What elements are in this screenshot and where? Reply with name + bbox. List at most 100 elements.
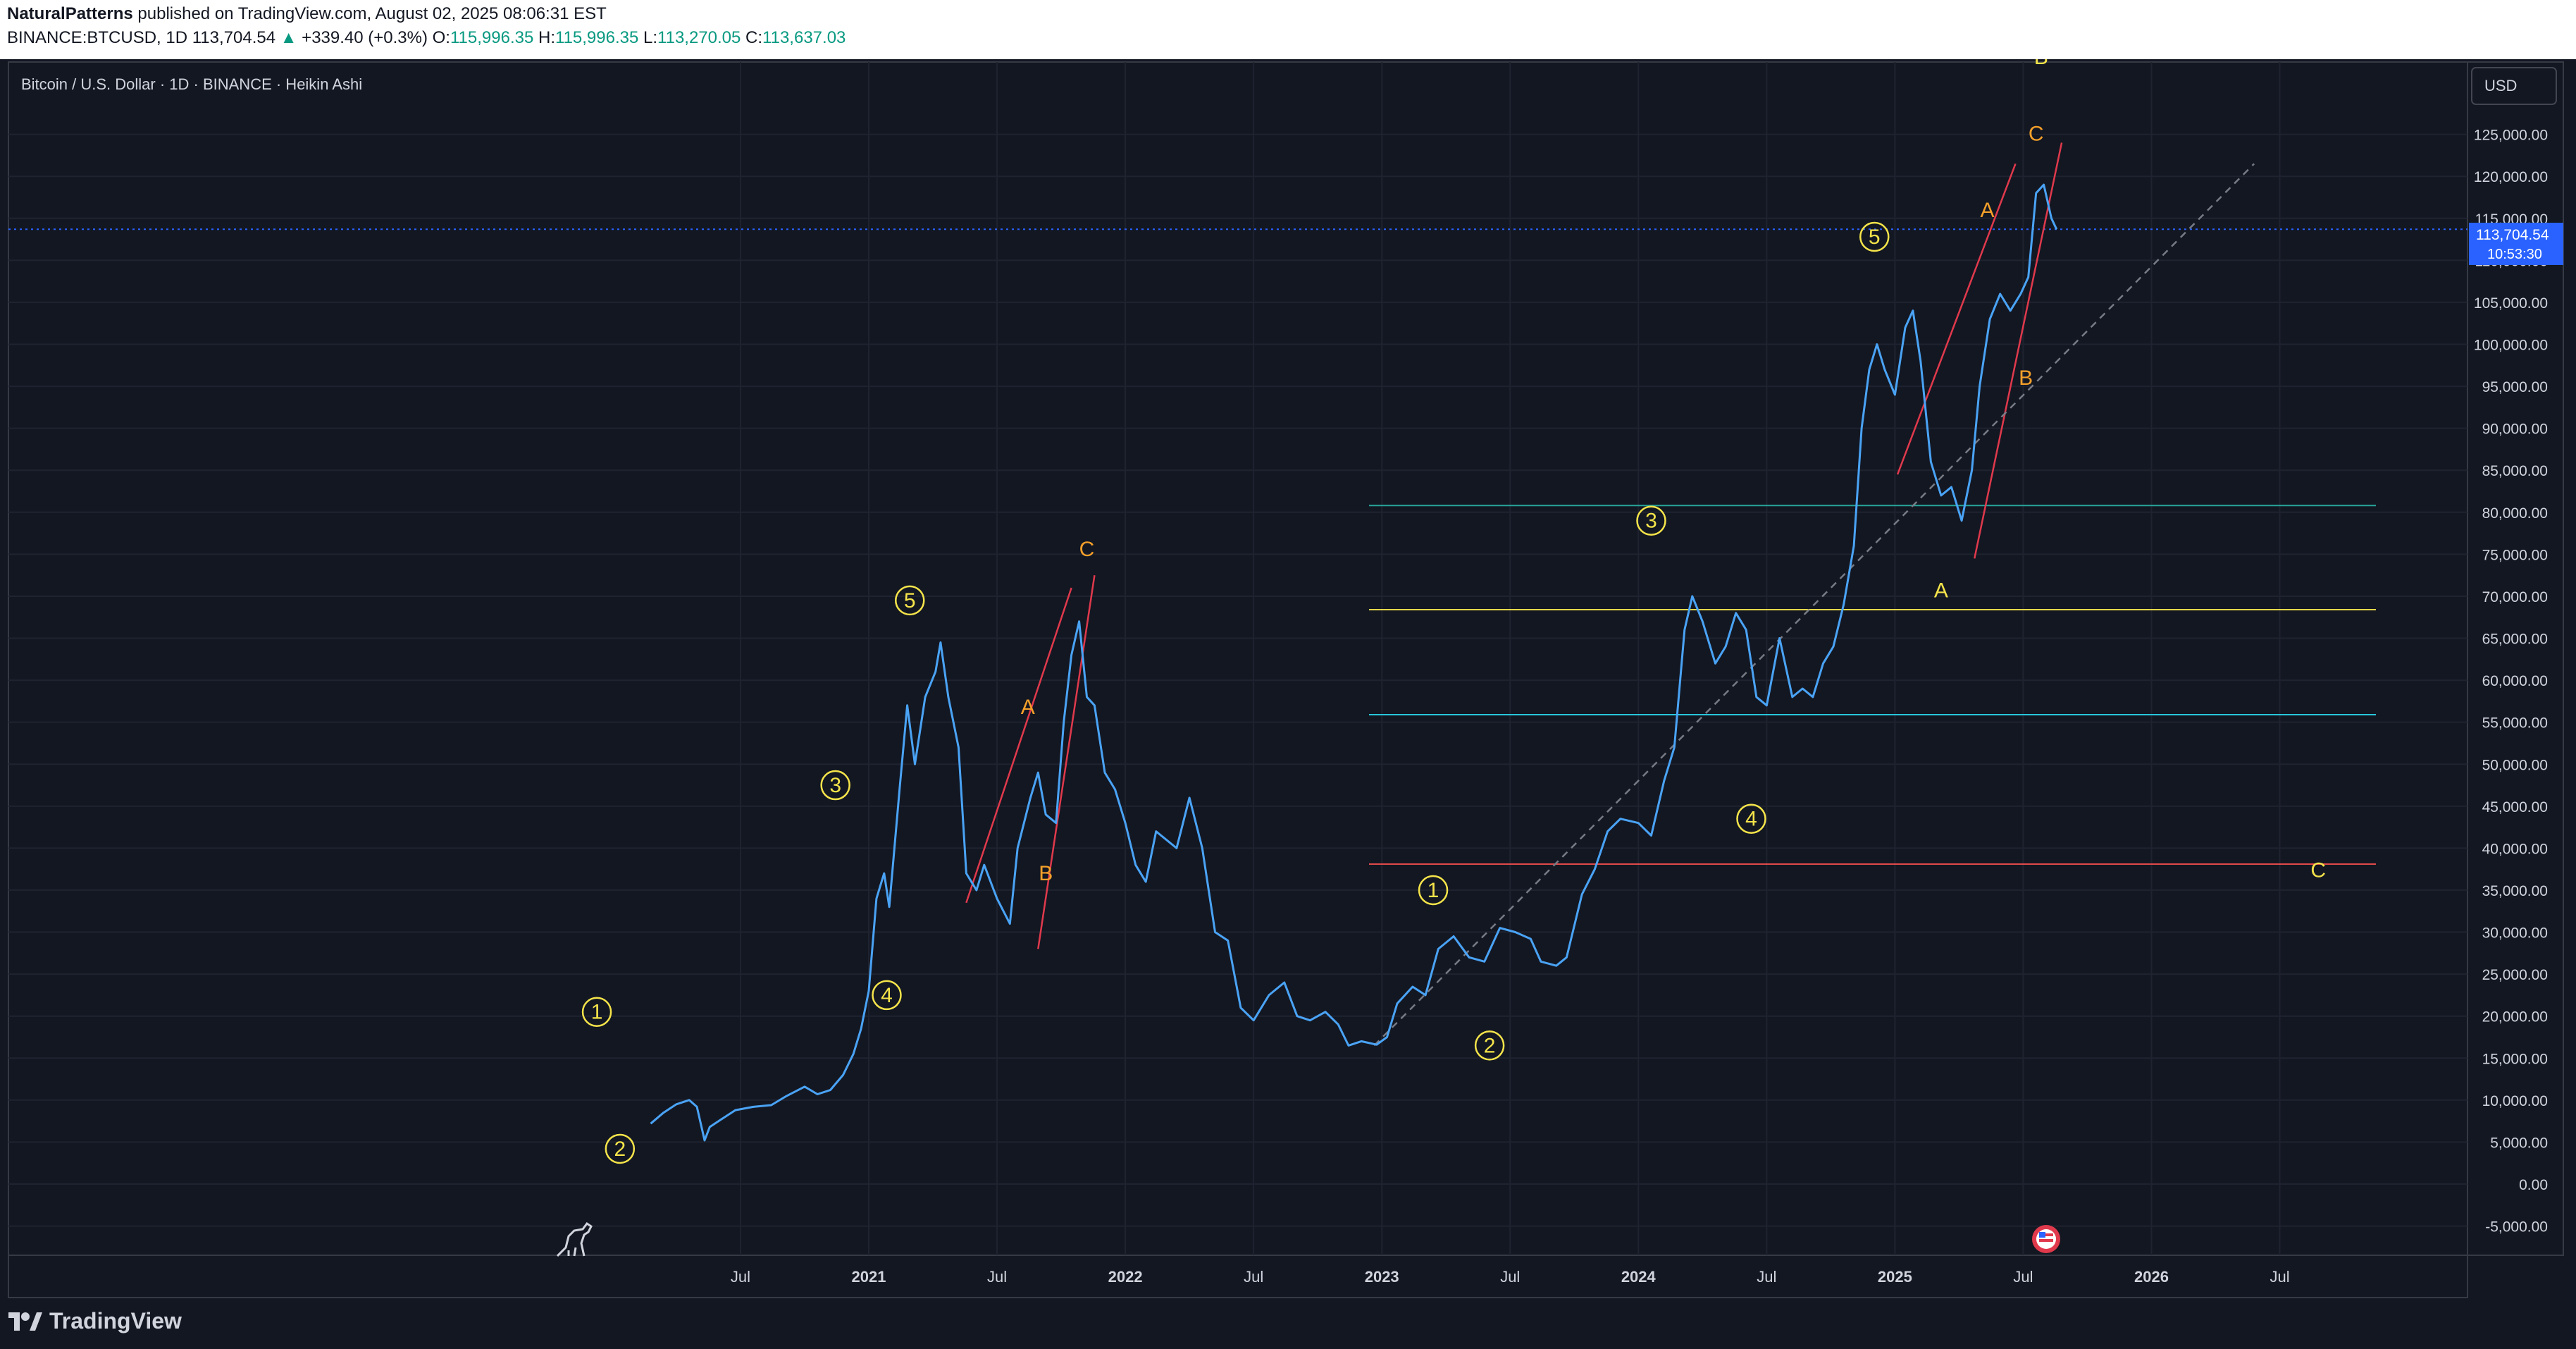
y-tick-label: 80,000.00 <box>2482 505 2548 522</box>
y-tick-label: 40,000.00 <box>2482 841 2548 857</box>
wave-label-circle <box>1474 1030 1505 1061</box>
x-tick-label: Jul <box>987 1268 1007 1286</box>
wave-label-circle <box>1418 875 1449 906</box>
y-tick-label: 30,000.00 <box>2482 925 2548 942</box>
wave-label: C <box>2310 858 2326 882</box>
wave-label: B <box>1039 862 1053 885</box>
published-info: published on TradingView.com, August 02,… <box>137 4 607 23</box>
x-tick-label: 2025 <box>1878 1268 1912 1286</box>
price-chart[interactable]: 1 2 3 4 5 A B C 1 2 3 4 5 A A B C B C -5,000.00 0.00 5,000.0… <box>0 59 2576 1349</box>
x-tick-label: 2024 <box>1621 1268 1657 1286</box>
author-line: NaturalPatterns published on TradingView… <box>7 4 607 24</box>
close-label: C: <box>745 28 763 47</box>
wave-label-circle <box>581 997 612 1027</box>
wave-label: B <box>2019 366 2033 390</box>
wave-label: 5 <box>904 589 916 612</box>
y-tick-label: 45,000.00 <box>2482 799 2548 815</box>
open-label: O: <box>432 28 450 47</box>
x-tick-label: Jul <box>731 1268 750 1286</box>
y-tick-label: 10,000.00 <box>2482 1093 2548 1109</box>
y-tick-label: 100,000.00 <box>2474 338 2548 354</box>
x-tick-label: 2022 <box>1108 1268 1143 1286</box>
y-tick-label: 95,000.00 <box>2482 379 2548 395</box>
wave-label: A <box>1934 579 1948 603</box>
y-tick-label: 35,000.00 <box>2482 883 2548 899</box>
x-tick-label: Jul <box>1244 1268 1263 1286</box>
wave-label: C <box>2029 122 2044 145</box>
y-tick-label: 65,000.00 <box>2482 632 2548 648</box>
x-tick-label: 2026 <box>2134 1268 2169 1286</box>
y-tick-label: 120,000.00 <box>2474 169 2548 185</box>
low-value: 113,270.05 <box>657 28 741 47</box>
wave-label-circle <box>1736 803 1766 834</box>
x-tick-label: Jul <box>1757 1268 1776 1286</box>
currency-button[interactable] <box>2471 67 2557 105</box>
wave-label: B <box>2034 59 2048 69</box>
wave-label: 4 <box>1745 808 1757 831</box>
us-flag-icon[interactable] <box>2032 1225 2060 1253</box>
symbol-name: BINANCE:BTCUSD, 1D <box>7 28 188 47</box>
y-tick-label: -5,000.00 <box>2485 1219 2548 1236</box>
y-tick-label: 20,000.00 <box>2482 1009 2548 1025</box>
trend-line[interactable] <box>1037 574 1096 949</box>
x-tick-label: Jul <box>1500 1268 1520 1286</box>
trend-line[interactable] <box>1896 163 2017 475</box>
y-tick-label: 50,000.00 <box>2482 757 2548 773</box>
y-tick-label: 0.00 <box>2519 1177 2548 1193</box>
wave-label-circle <box>1859 221 1890 252</box>
trend-line[interactable] <box>1974 142 2063 559</box>
publication-header: NaturalPatterns published on TradingView… <box>0 0 2576 59</box>
wave-label-circle <box>895 585 925 616</box>
last-price: 113,704.54 <box>192 28 276 47</box>
countdown-label: 10:53:30 <box>2487 247 2542 262</box>
wave-label: A <box>1021 696 1035 719</box>
wave-label: 4 <box>881 984 893 1007</box>
brand-name: TradingView <box>49 1308 182 1333</box>
trend-line[interactable] <box>965 587 1072 904</box>
wave-label-circle <box>1636 505 1666 536</box>
tradingview-logo[interactable]: TradingView <box>8 1308 182 1334</box>
close-value: 113,637.03 <box>762 28 846 47</box>
y-tick-label: 85,000.00 <box>2482 463 2548 479</box>
wave-label: 1 <box>1428 879 1439 902</box>
wave-label-circle <box>605 1133 636 1164</box>
x-tick-label: 2023 <box>1365 1268 1399 1286</box>
dinosaur-icon <box>556 1221 593 1257</box>
price-change: +339.40 (+0.3%) <box>302 28 428 47</box>
high-value: 115,996.35 <box>555 28 639 47</box>
author-name[interactable]: NaturalPatterns <box>7 4 133 23</box>
y-tick-label: 25,000.00 <box>2482 967 2548 983</box>
plot-area[interactable] <box>8 61 2468 1256</box>
wave-label: 3 <box>829 774 841 797</box>
y-tick-label: 15,000.00 <box>2482 1051 2548 1067</box>
up-arrow-icon: ▲ <box>280 28 297 47</box>
wave-label: 3 <box>1645 510 1657 533</box>
y-tick-label: 5,000.00 <box>2490 1135 2548 1151</box>
price-badge: 113,704.54 10:53:30 <box>2469 223 2563 265</box>
currency-label: USD <box>2484 77 2517 94</box>
x-tick-label: Jul <box>2013 1268 2033 1286</box>
y-tick-label: 75,000.00 <box>2482 547 2548 563</box>
dashed-trend-line[interactable] <box>1373 163 2255 1047</box>
low-label: L: <box>643 28 658 47</box>
tradingview-logo-icon <box>8 1312 42 1331</box>
wave-label-circle <box>820 770 850 801</box>
wave-label: C <box>1079 538 1095 561</box>
x-tick-label: 2021 <box>852 1268 886 1286</box>
wave-label: A <box>1980 199 1994 222</box>
chart-legend-title: Bitcoin / U.S. Dollar · 1D · BINANCE · H… <box>21 75 362 93</box>
y-tick-label: 90,000.00 <box>2482 421 2548 438</box>
wave-label: 2 <box>1484 1034 1496 1057</box>
last-price-label: 113,704.54 <box>2476 227 2549 243</box>
price-series-line[interactable] <box>650 183 2058 1142</box>
wave-label-circle <box>872 980 902 1011</box>
y-tick-label: 70,000.00 <box>2482 589 2548 605</box>
time-scale[interactable] <box>8 1255 2468 1298</box>
y-tick-label: 60,000.00 <box>2482 673 2548 689</box>
x-tick-label: Jul <box>2270 1268 2289 1286</box>
symbol-quote-line: BINANCE:BTCUSD, 1D 113,704.54 ▲ +339.40 … <box>7 28 846 48</box>
y-tick-label: 125,000.00 <box>2474 128 2548 144</box>
wave-label: 5 <box>1869 226 1881 249</box>
y-tick-label: 55,000.00 <box>2482 715 2548 732</box>
wave-label: 2 <box>614 1138 626 1161</box>
